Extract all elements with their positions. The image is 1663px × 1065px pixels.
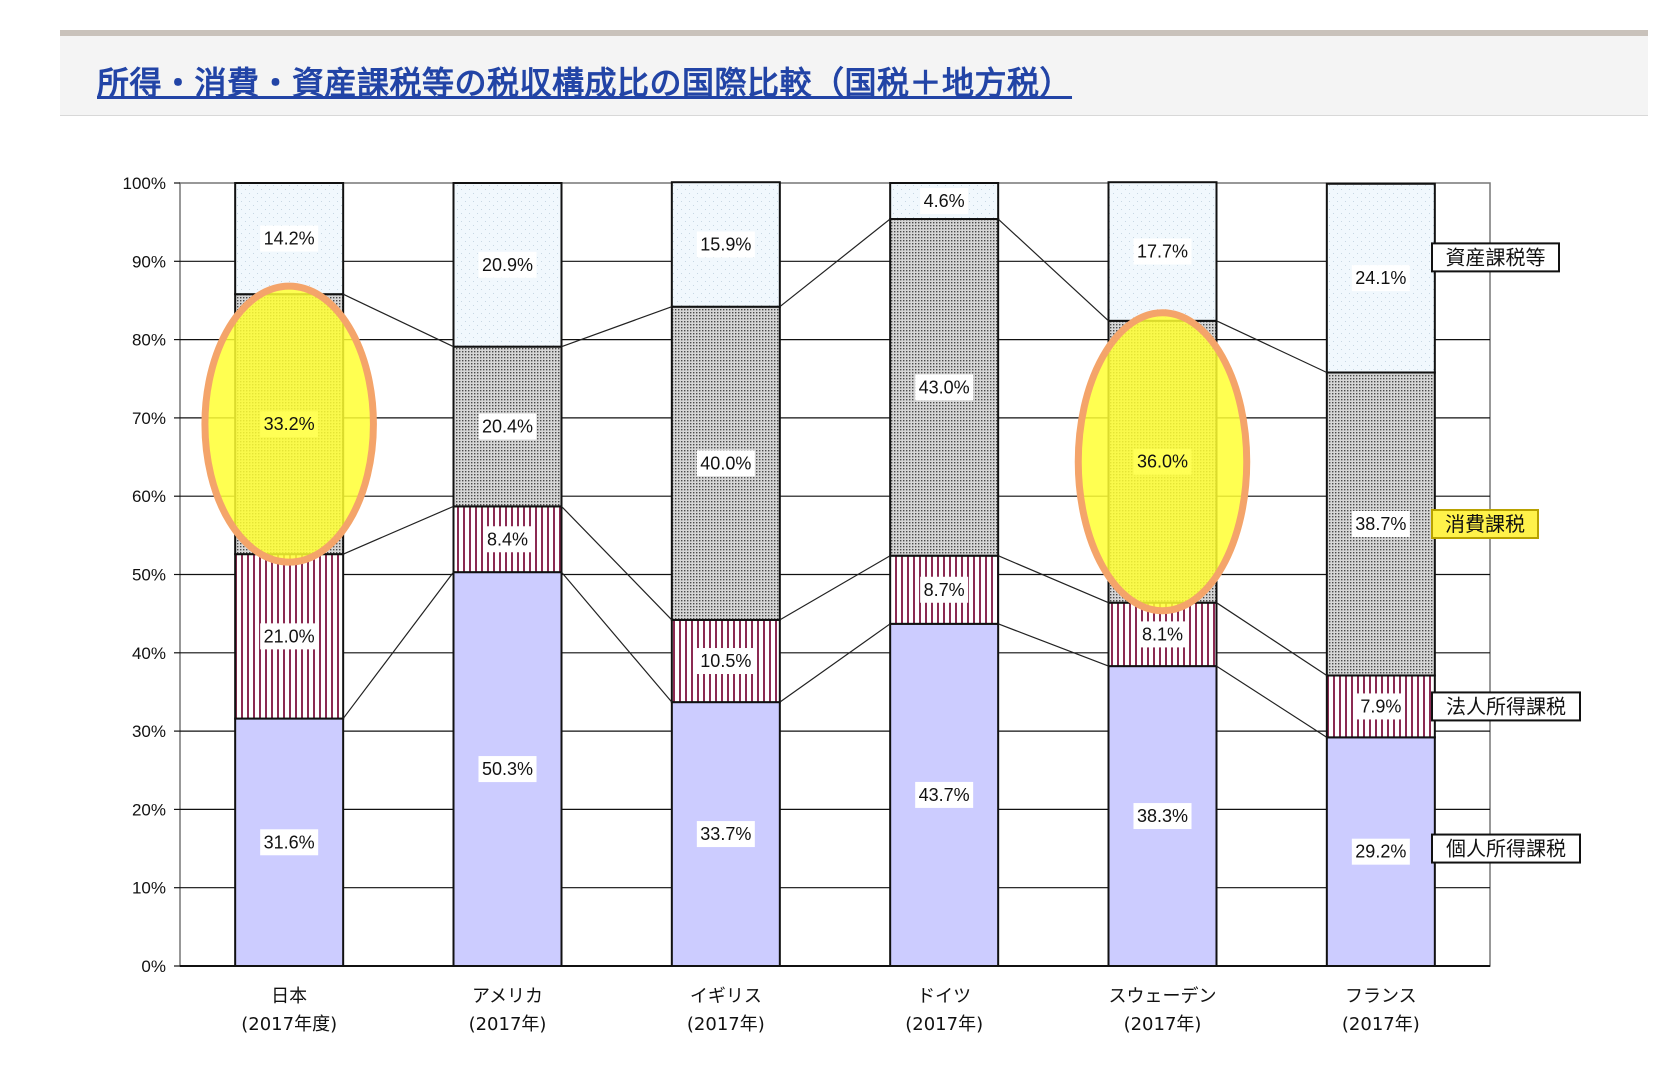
value-label: 4.6% xyxy=(924,191,965,211)
y-tick-label: 90% xyxy=(132,252,166,271)
value-label: 29.2% xyxy=(1355,842,1406,862)
value-label: 40.0% xyxy=(700,453,751,473)
value-label: 17.7% xyxy=(1137,242,1188,262)
value-label: 20.9% xyxy=(482,255,533,275)
connector-line xyxy=(1217,321,1327,373)
connector-line xyxy=(998,624,1108,666)
connector-line xyxy=(1217,666,1327,737)
connector-line xyxy=(343,294,453,346)
connector-line xyxy=(998,556,1108,603)
y-tick-label: 60% xyxy=(132,487,166,506)
legend-label: 消費課税 xyxy=(1445,512,1525,536)
category-label: ドイツ xyxy=(917,986,971,1007)
y-tick-label: 100% xyxy=(123,174,166,193)
value-label: 50.3% xyxy=(482,759,533,779)
value-label: 43.7% xyxy=(919,785,970,805)
category-label: スウェーデン xyxy=(1109,986,1217,1007)
category-year-label: (2017年) xyxy=(687,1014,765,1035)
y-tick-label: 40% xyxy=(132,644,166,663)
category-year-label: (2017年) xyxy=(469,1014,547,1035)
value-label: 43.0% xyxy=(919,377,970,397)
value-label: 8.1% xyxy=(1142,624,1183,644)
value-label: 8.4% xyxy=(487,529,528,549)
category-year-label: (2017年) xyxy=(1342,1014,1420,1035)
category-year-label: (2017年度) xyxy=(241,1014,337,1035)
value-label: 38.3% xyxy=(1137,806,1188,826)
category-year-label: (2017年) xyxy=(1124,1014,1202,1035)
value-label: 21.0% xyxy=(264,626,315,646)
value-label: 14.2% xyxy=(264,229,315,249)
value-label: 38.7% xyxy=(1355,514,1406,534)
connector-line xyxy=(562,307,672,347)
category-label: イギリス xyxy=(690,986,762,1007)
y-tick-label: 30% xyxy=(132,722,166,741)
value-label: 20.4% xyxy=(482,417,533,437)
category-label: 日本 xyxy=(271,986,307,1007)
connector-line xyxy=(780,556,890,620)
y-tick-label: 80% xyxy=(132,331,166,350)
legend-label: 法人所得課税 xyxy=(1446,694,1566,718)
y-tick-label: 20% xyxy=(132,800,166,819)
connector-line xyxy=(780,624,890,702)
legend-label: 個人所得課税 xyxy=(1446,837,1566,861)
y-tick-label: 50% xyxy=(132,566,166,585)
value-label: 31.6% xyxy=(264,832,315,852)
value-label: 33.2% xyxy=(264,414,315,434)
connector-line xyxy=(998,219,1108,321)
legend-label: 資産課税等 xyxy=(1446,245,1546,269)
category-label: アメリカ xyxy=(472,986,543,1007)
connector-line xyxy=(562,572,672,702)
y-tick-label: 70% xyxy=(132,409,166,428)
connector-line xyxy=(1217,603,1327,676)
value-label: 15.9% xyxy=(700,234,751,254)
value-label: 8.7% xyxy=(924,580,965,600)
value-label: 33.7% xyxy=(700,824,751,844)
connector-line xyxy=(562,506,672,620)
y-tick-label: 10% xyxy=(132,879,166,898)
y-tick-label: 0% xyxy=(141,957,166,976)
value-label: 7.9% xyxy=(1360,696,1401,716)
connector-line xyxy=(343,506,453,554)
category-label: フランス xyxy=(1345,986,1417,1007)
connector-line xyxy=(343,572,453,718)
category-year-label: (2017年) xyxy=(905,1014,983,1035)
value-label: 36.0% xyxy=(1137,452,1188,472)
value-label: 24.1% xyxy=(1355,268,1406,288)
value-label: 10.5% xyxy=(700,651,751,671)
connector-line xyxy=(780,219,890,307)
